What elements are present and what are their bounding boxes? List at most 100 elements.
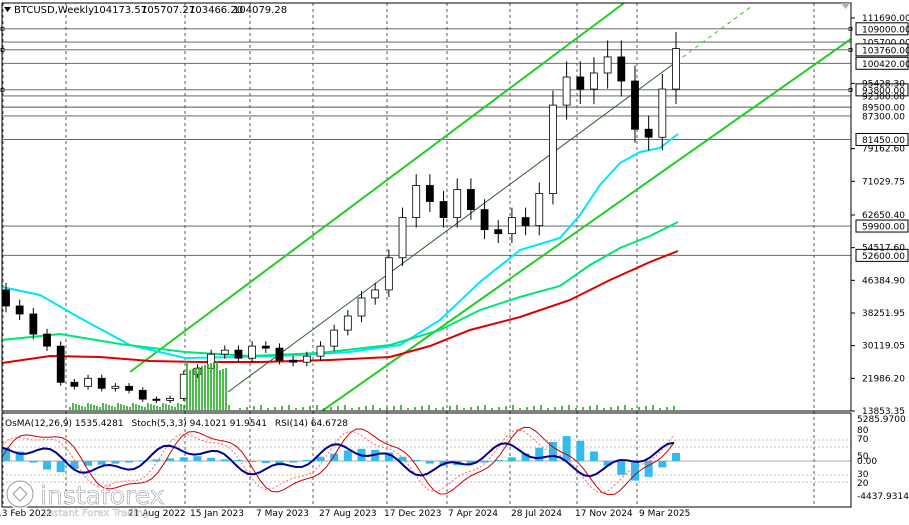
osma-bar (412, 459, 421, 461)
oscillator-axis-label: 70 (857, 435, 869, 445)
osma-bar (330, 453, 339, 461)
osma-bar (589, 451, 598, 461)
candle-body (672, 48, 680, 90)
candle-body (29, 313, 38, 335)
candle-body (166, 397, 174, 401)
candle-body (97, 377, 106, 389)
main-panel-frame (1, 2, 852, 412)
osma-bar (56, 461, 65, 473)
y-axis-tick-label: 38251.95 (862, 309, 905, 319)
candle-body (480, 209, 489, 231)
candle-body (2, 289, 10, 307)
ma100-line (1, 221, 679, 358)
osma-bar (316, 456, 325, 461)
ohlc-low: 103466.20 (189, 5, 243, 16)
channel-upper-line[interactable] (129, 2, 625, 373)
x-axis-tick-label: 9 Mar 2025 (639, 509, 690, 519)
y-axis-tick-label: 46384.90 (862, 276, 905, 286)
level-label: 87300.00 (862, 112, 905, 122)
chart-title: BTCUSD,Weekly (14, 5, 94, 16)
moving-averages (1, 133, 679, 364)
y-axis-tick-label: 30119.05 (862, 342, 905, 352)
osma-bar (111, 461, 120, 464)
osma-bar (193, 456, 202, 461)
candle-body (494, 229, 503, 235)
level-label-box (855, 83, 909, 97)
support-resistance-levels: 109000.00105700.00103760.00100420.009380… (0, 22, 909, 262)
candle-body (302, 355, 311, 363)
channel-median-line[interactable] (227, 61, 677, 393)
osma-bar (275, 461, 284, 465)
indicator-title: OsMA(12,26,9) 1535.4281 Stoch(5,3,3) 94.… (5, 419, 348, 429)
candle-body (562, 76, 571, 106)
osma-bar (658, 461, 667, 468)
x-axis-tick-label: 13 Feb 2022 (0, 509, 52, 519)
y-axis-tick-label: 13853.35 (862, 407, 905, 417)
level-label: 81450.00 (862, 136, 905, 146)
y-axis-tick-label: 95428.30 (862, 79, 905, 89)
trend-channel (129, 2, 852, 412)
level-label: 59900.00 (862, 223, 905, 233)
level-label: 103760.00 (862, 46, 909, 56)
dropdown-triangle-icon[interactable] (4, 7, 11, 12)
osma-bar (576, 440, 585, 461)
y-axis-tick-label: 111690.00 (862, 14, 909, 24)
level-label: 92300.00 (862, 92, 905, 102)
osma-bar (398, 456, 407, 461)
channel-lower-line[interactable] (321, 38, 852, 412)
candle-body (84, 377, 92, 387)
osma-bar (562, 436, 571, 461)
candle-body (371, 289, 380, 299)
channel-extension-line[interactable] (675, 5, 753, 63)
logo-wordmark: instaforex (40, 481, 165, 510)
instaforex-logo: instaforex Instant Forex Trading (5, 479, 165, 519)
osma-bar (507, 457, 516, 461)
candle-body (590, 72, 598, 90)
indicator-header: OsMA(12,26,9) 1535.4281 Stoch(5,3,3) 94.… (5, 419, 348, 429)
candle-body (384, 257, 393, 291)
osma-bar (179, 457, 188, 461)
candle-body (644, 128, 653, 138)
candle-body (425, 185, 434, 202)
osma-bar (384, 452, 393, 461)
osma-bar (97, 461, 106, 465)
oscillator-axis-label: 0.00 (857, 457, 877, 467)
y-axis-tick-label: 54517.60 (862, 244, 905, 254)
osma-bar (138, 460, 147, 462)
candle-body (617, 56, 626, 82)
candle-body (234, 349, 243, 359)
candle-body (508, 217, 516, 235)
oscillator-axis-label: 30 (857, 470, 869, 480)
scroll-marker-icon[interactable] (841, 3, 850, 9)
candle-body (70, 381, 79, 387)
osma-bar (302, 459, 311, 461)
osma-bar (70, 461, 79, 469)
candle-body (138, 389, 147, 400)
candle-body (111, 385, 120, 389)
osma-bar (425, 461, 434, 464)
osma-bar (261, 461, 270, 464)
x-axis-tick-label: 27 Aug 2023 (319, 509, 377, 519)
candle-body (125, 385, 133, 391)
candle-body (275, 347, 284, 361)
osma-bar (343, 450, 352, 461)
candle-body (658, 88, 667, 138)
osma-bar (480, 461, 489, 463)
candle-body (56, 345, 65, 383)
candle-body (398, 217, 407, 259)
osma-bar (220, 459, 229, 461)
x-axis-tick-label: 28 Jul 2024 (511, 509, 562, 519)
ohlc-high: 105707.27 (141, 5, 195, 16)
y-axis-tick-label: 62650.40 (862, 211, 905, 221)
x-axis-tick-label: 17 Dec 2023 (384, 509, 442, 519)
oscillator-panel-frame (1, 412, 852, 508)
level-label: 109000.00 (862, 25, 909, 35)
oscillator-axis-label: 20 (857, 479, 869, 489)
candle-body (576, 76, 585, 90)
ma200-line (1, 250, 679, 364)
candle-body (15, 305, 24, 315)
level-label-box (855, 219, 909, 233)
osma-bar (289, 461, 298, 463)
